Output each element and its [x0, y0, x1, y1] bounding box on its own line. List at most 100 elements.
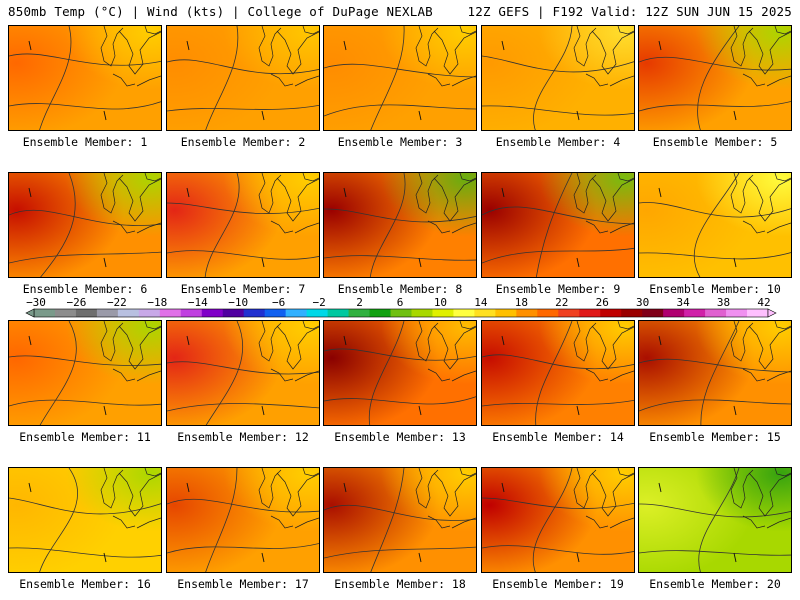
colorbar-tick-label: −10 [228, 296, 248, 309]
colorbar-swatch [684, 309, 706, 317]
colorbar-swatch [285, 309, 308, 317]
colorbar-swatch [726, 309, 748, 317]
ensemble-member-caption: Ensemble Member: 20 [649, 577, 781, 591]
temperature-field-map [324, 321, 476, 425]
ensemble-map-panel [638, 25, 792, 131]
colorbar-swatch [411, 309, 433, 317]
colorbar-swatch [75, 309, 98, 317]
ensemble-map-panel [8, 467, 162, 573]
temperature-field-map [9, 321, 161, 425]
temperature-field-map [639, 26, 791, 130]
colorbar-swatch [348, 309, 371, 317]
ensemble-member-caption: Ensemble Member: 15 [649, 430, 781, 444]
colorbar-tick-label: 38 [717, 296, 730, 309]
ensemble-member-caption: Ensemble Member: 6 [22, 282, 148, 296]
temperature-field-map [482, 468, 634, 572]
colorbar-left-arrow [25, 308, 35, 318]
temperature-field-map [324, 468, 476, 572]
ensemble-member-caption: Ensemble Member: 12 [177, 430, 309, 444]
ensemble-map-panel [481, 467, 635, 573]
temperature-colorbar: −30 −26 −22 −18 −14 −10 −6 −2 2 6 10 14 18 22 26 30 34 38… [25, 296, 777, 318]
colorbar-tick-label: 42 [757, 296, 770, 309]
map-title: 850mb Temp (°C) | Wind (kts) | College o… [8, 4, 433, 19]
colorbar-tick-label: 26 [596, 296, 609, 309]
ensemble-map-panel [323, 320, 477, 426]
colorbar-swatch [117, 309, 140, 317]
ensemble-member-caption: Ensemble Member: 5 [652, 135, 778, 149]
colorbar-tick-label: 30 [636, 296, 649, 309]
colorbar-swatch [222, 309, 245, 317]
colorbar-swatch [537, 309, 559, 317]
colorbar-swatch [243, 309, 266, 317]
colorbar-swatch [96, 309, 119, 317]
ensemble-map-panel [638, 172, 792, 278]
ensemble-map-panel [8, 172, 162, 278]
colorbar-swatch [474, 309, 496, 317]
ensemble-member-caption: Ensemble Member: 4 [495, 135, 621, 149]
colorbar-swatch [159, 309, 182, 317]
ensemble-member-caption: Ensemble Member: 11 [19, 430, 151, 444]
colorbar-swatch [34, 309, 56, 317]
temperature-field-map [9, 26, 161, 130]
colorbar-swatch [390, 309, 412, 317]
temperature-field-map [9, 173, 161, 277]
temperature-field-map [167, 321, 319, 425]
temperature-field-map [167, 26, 319, 130]
temperature-field-map [9, 468, 161, 572]
colorbar-swatch [201, 309, 224, 317]
colorbar-swatch [747, 309, 769, 317]
ensemble-member-caption: Ensemble Member: 1 [22, 135, 148, 149]
colorbar-swatch [558, 309, 580, 317]
ensemble-member-caption: Ensemble Member: 7 [180, 282, 306, 296]
colorbar-swatch [600, 309, 622, 317]
colorbar-tick-label: 10 [434, 296, 447, 309]
ensemble-map-panel [8, 320, 162, 426]
colorbar-tick-label: −30 [26, 296, 46, 309]
colorbar-tick-label: 18 [515, 296, 528, 309]
ensemble-member-caption: Ensemble Member: 2 [180, 135, 306, 149]
colorbar-swatch [516, 309, 538, 317]
ensemble-map-panel [323, 172, 477, 278]
ensemble-member-caption: Ensemble Member: 10 [649, 282, 781, 296]
colorbar-swatch [306, 309, 329, 317]
colorbar-swatch [264, 309, 287, 317]
colorbar-swatch [432, 309, 454, 317]
ensemble-map-panel [8, 25, 162, 131]
colorbar-tick-label: 6 [397, 296, 404, 309]
colorbar-tick-label: −6 [272, 296, 285, 309]
colorbar-tick-label: −18 [147, 296, 167, 309]
temperature-field-map [639, 321, 791, 425]
colorbar-swatch [369, 309, 392, 317]
temperature-field-map [482, 173, 634, 277]
colorbar-tick-label: 34 [676, 296, 690, 309]
run-valid-time: 12Z GEFS | F192 Valid: 12Z SUN JUN 15 20… [467, 4, 792, 19]
colorbar-swatch [663, 309, 685, 317]
temperature-field-map [167, 468, 319, 572]
ensemble-member-caption: Ensemble Member: 19 [492, 577, 624, 591]
colorbar-tick-label: −22 [107, 296, 127, 309]
colorbar-swatch [579, 309, 601, 317]
colorbar-swatch [138, 309, 161, 317]
temperature-field-map [639, 173, 791, 277]
colorbar-swatch [327, 309, 350, 317]
ensemble-map-panel [638, 467, 792, 573]
temperature-field-map [324, 173, 476, 277]
ensemble-member-caption: Ensemble Member: 16 [19, 577, 151, 591]
temperature-field-map [324, 26, 476, 130]
colorbar-swatch [180, 309, 203, 317]
ensemble-member-caption: Ensemble Member: 3 [337, 135, 463, 149]
ensemble-map-panel [481, 172, 635, 278]
ensemble-member-caption: Ensemble Member: 13 [334, 430, 466, 444]
temperature-field-map [167, 173, 319, 277]
colorbar-tick-label: 14 [474, 296, 488, 309]
colorbar-right-arrow [767, 308, 777, 318]
colorbar-swatch [453, 309, 475, 317]
ensemble-map-panel [166, 25, 320, 131]
colorbar-swatch [705, 309, 727, 317]
ensemble-map-panel [166, 172, 320, 278]
temperature-field-map [482, 26, 634, 130]
ensemble-map-panel [323, 467, 477, 573]
ensemble-member-caption: Ensemble Member: 14 [492, 430, 624, 444]
colorbar-swatch [495, 309, 517, 317]
colorbar-tick-label: −26 [67, 296, 87, 309]
